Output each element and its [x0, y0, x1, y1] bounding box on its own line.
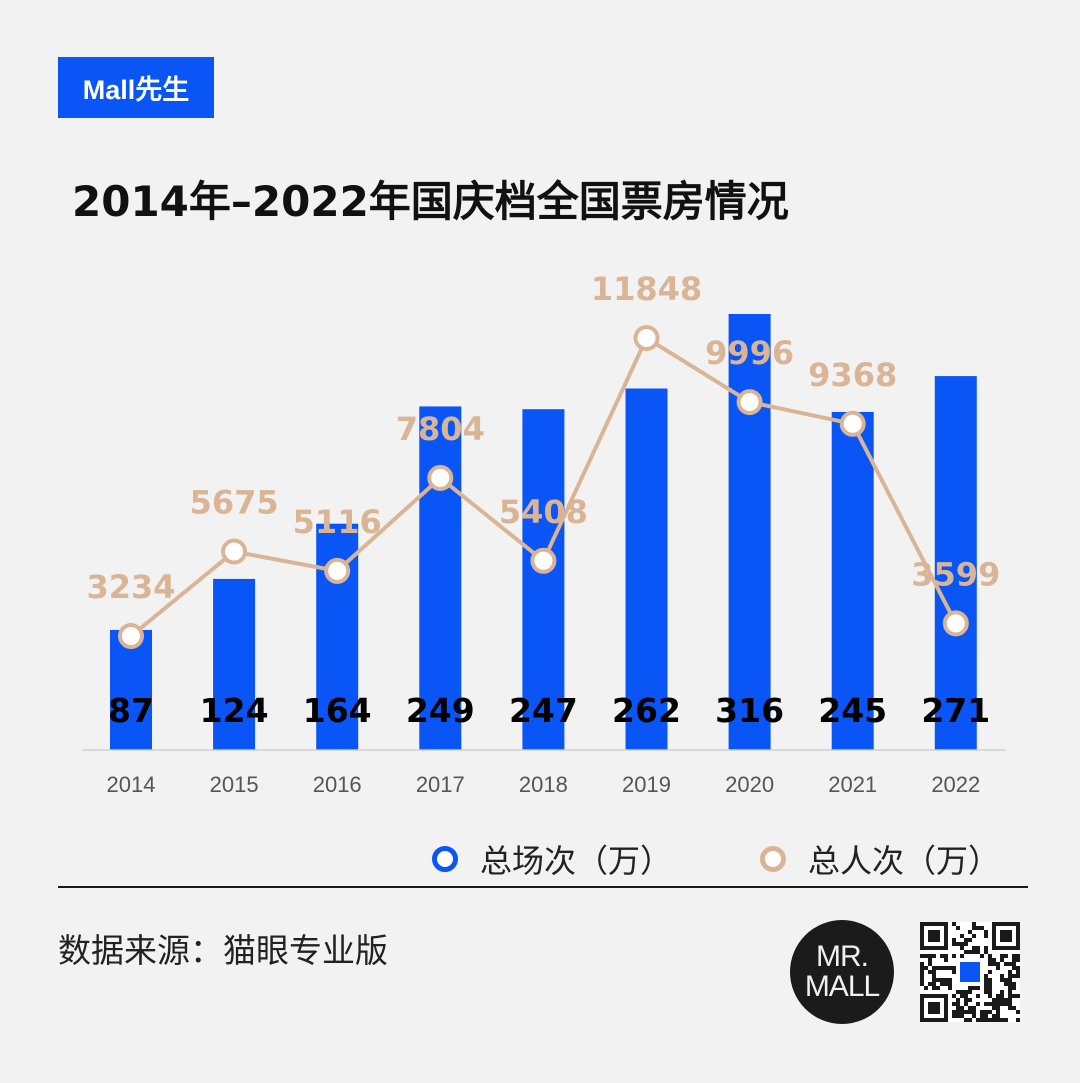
line-value-label: 7804 — [396, 410, 485, 448]
bar — [213, 578, 256, 750]
logo-line-1: MR. — [816, 940, 869, 973]
brand-tag: Mall先生 — [58, 57, 214, 118]
bar-value-label: 247 — [509, 691, 578, 730]
line-value-label: 5116 — [293, 503, 382, 541]
bar-value-label: 271 — [921, 691, 990, 730]
bar-value-label: 124 — [200, 691, 269, 730]
page-title: 2014年–2022年国庆档全国票房情况 — [72, 177, 789, 226]
circle-icon — [760, 846, 786, 872]
logo-line-2: MALL — [804, 970, 880, 1003]
bar-value-label: 87 — [108, 691, 154, 730]
line-value-label: 11848 — [591, 270, 702, 308]
bar-value-label: 164 — [303, 691, 372, 730]
legend-item-sessions: 总场次（万） — [432, 832, 672, 886]
source-note: 数据来源：猫眼专业版 — [58, 931, 388, 970]
line-value-label: 3234 — [86, 568, 175, 606]
bar — [522, 409, 565, 750]
x-tick-label: 2022 — [931, 772, 980, 797]
line-value-label: 9996 — [705, 334, 794, 372]
line-point — [942, 610, 969, 637]
line-value-label: 5408 — [499, 493, 588, 531]
bar-value-label: 245 — [818, 691, 887, 730]
bar — [934, 376, 977, 750]
line-point — [736, 389, 763, 416]
x-tick-label: 2020 — [725, 772, 774, 797]
combo-chart: 87 124 164 249 247 262 316 245 271 2014 2015 2016 2… — [82, 270, 1006, 797]
bar — [419, 406, 462, 750]
bar-value-label: 262 — [612, 691, 681, 730]
x-tick-label: 2015 — [210, 772, 259, 797]
legend-item-people: 总人次（万） — [760, 832, 1000, 886]
x-tick-label: 2014 — [107, 772, 156, 797]
line-point — [633, 325, 660, 351]
x-tick-label: 2017 — [416, 772, 465, 797]
circle-icon — [432, 846, 458, 872]
line-point — [324, 557, 351, 584]
x-tick-label: 2018 — [519, 772, 568, 797]
bar — [728, 314, 771, 750]
bar-value-label: 316 — [715, 691, 784, 730]
qr-code-icon[interactable] — [920, 922, 1020, 1022]
line-point — [427, 464, 454, 491]
legend-label-people: 总人次（万） — [808, 842, 1001, 880]
line-point — [221, 538, 248, 565]
x-tick-label: 2021 — [828, 772, 877, 797]
divider — [58, 886, 1028, 888]
x-tick-label: 2019 — [622, 772, 671, 797]
mr-mall-logo: MR. MALL — [790, 920, 894, 1024]
bar — [110, 629, 152, 750]
line-value-label: 9368 — [808, 356, 897, 394]
line-point — [839, 410, 866, 437]
bar — [831, 411, 874, 750]
line-point — [118, 623, 144, 649]
line-point — [530, 547, 557, 574]
line-value-label: 3599 — [911, 555, 1000, 593]
x-tick-label: 2016 — [313, 772, 362, 797]
line-value-label: 5675 — [190, 484, 279, 522]
legend-label-sessions: 总场次（万） — [480, 842, 673, 880]
bar-value-label: 249 — [406, 691, 475, 730]
bar — [625, 388, 668, 750]
